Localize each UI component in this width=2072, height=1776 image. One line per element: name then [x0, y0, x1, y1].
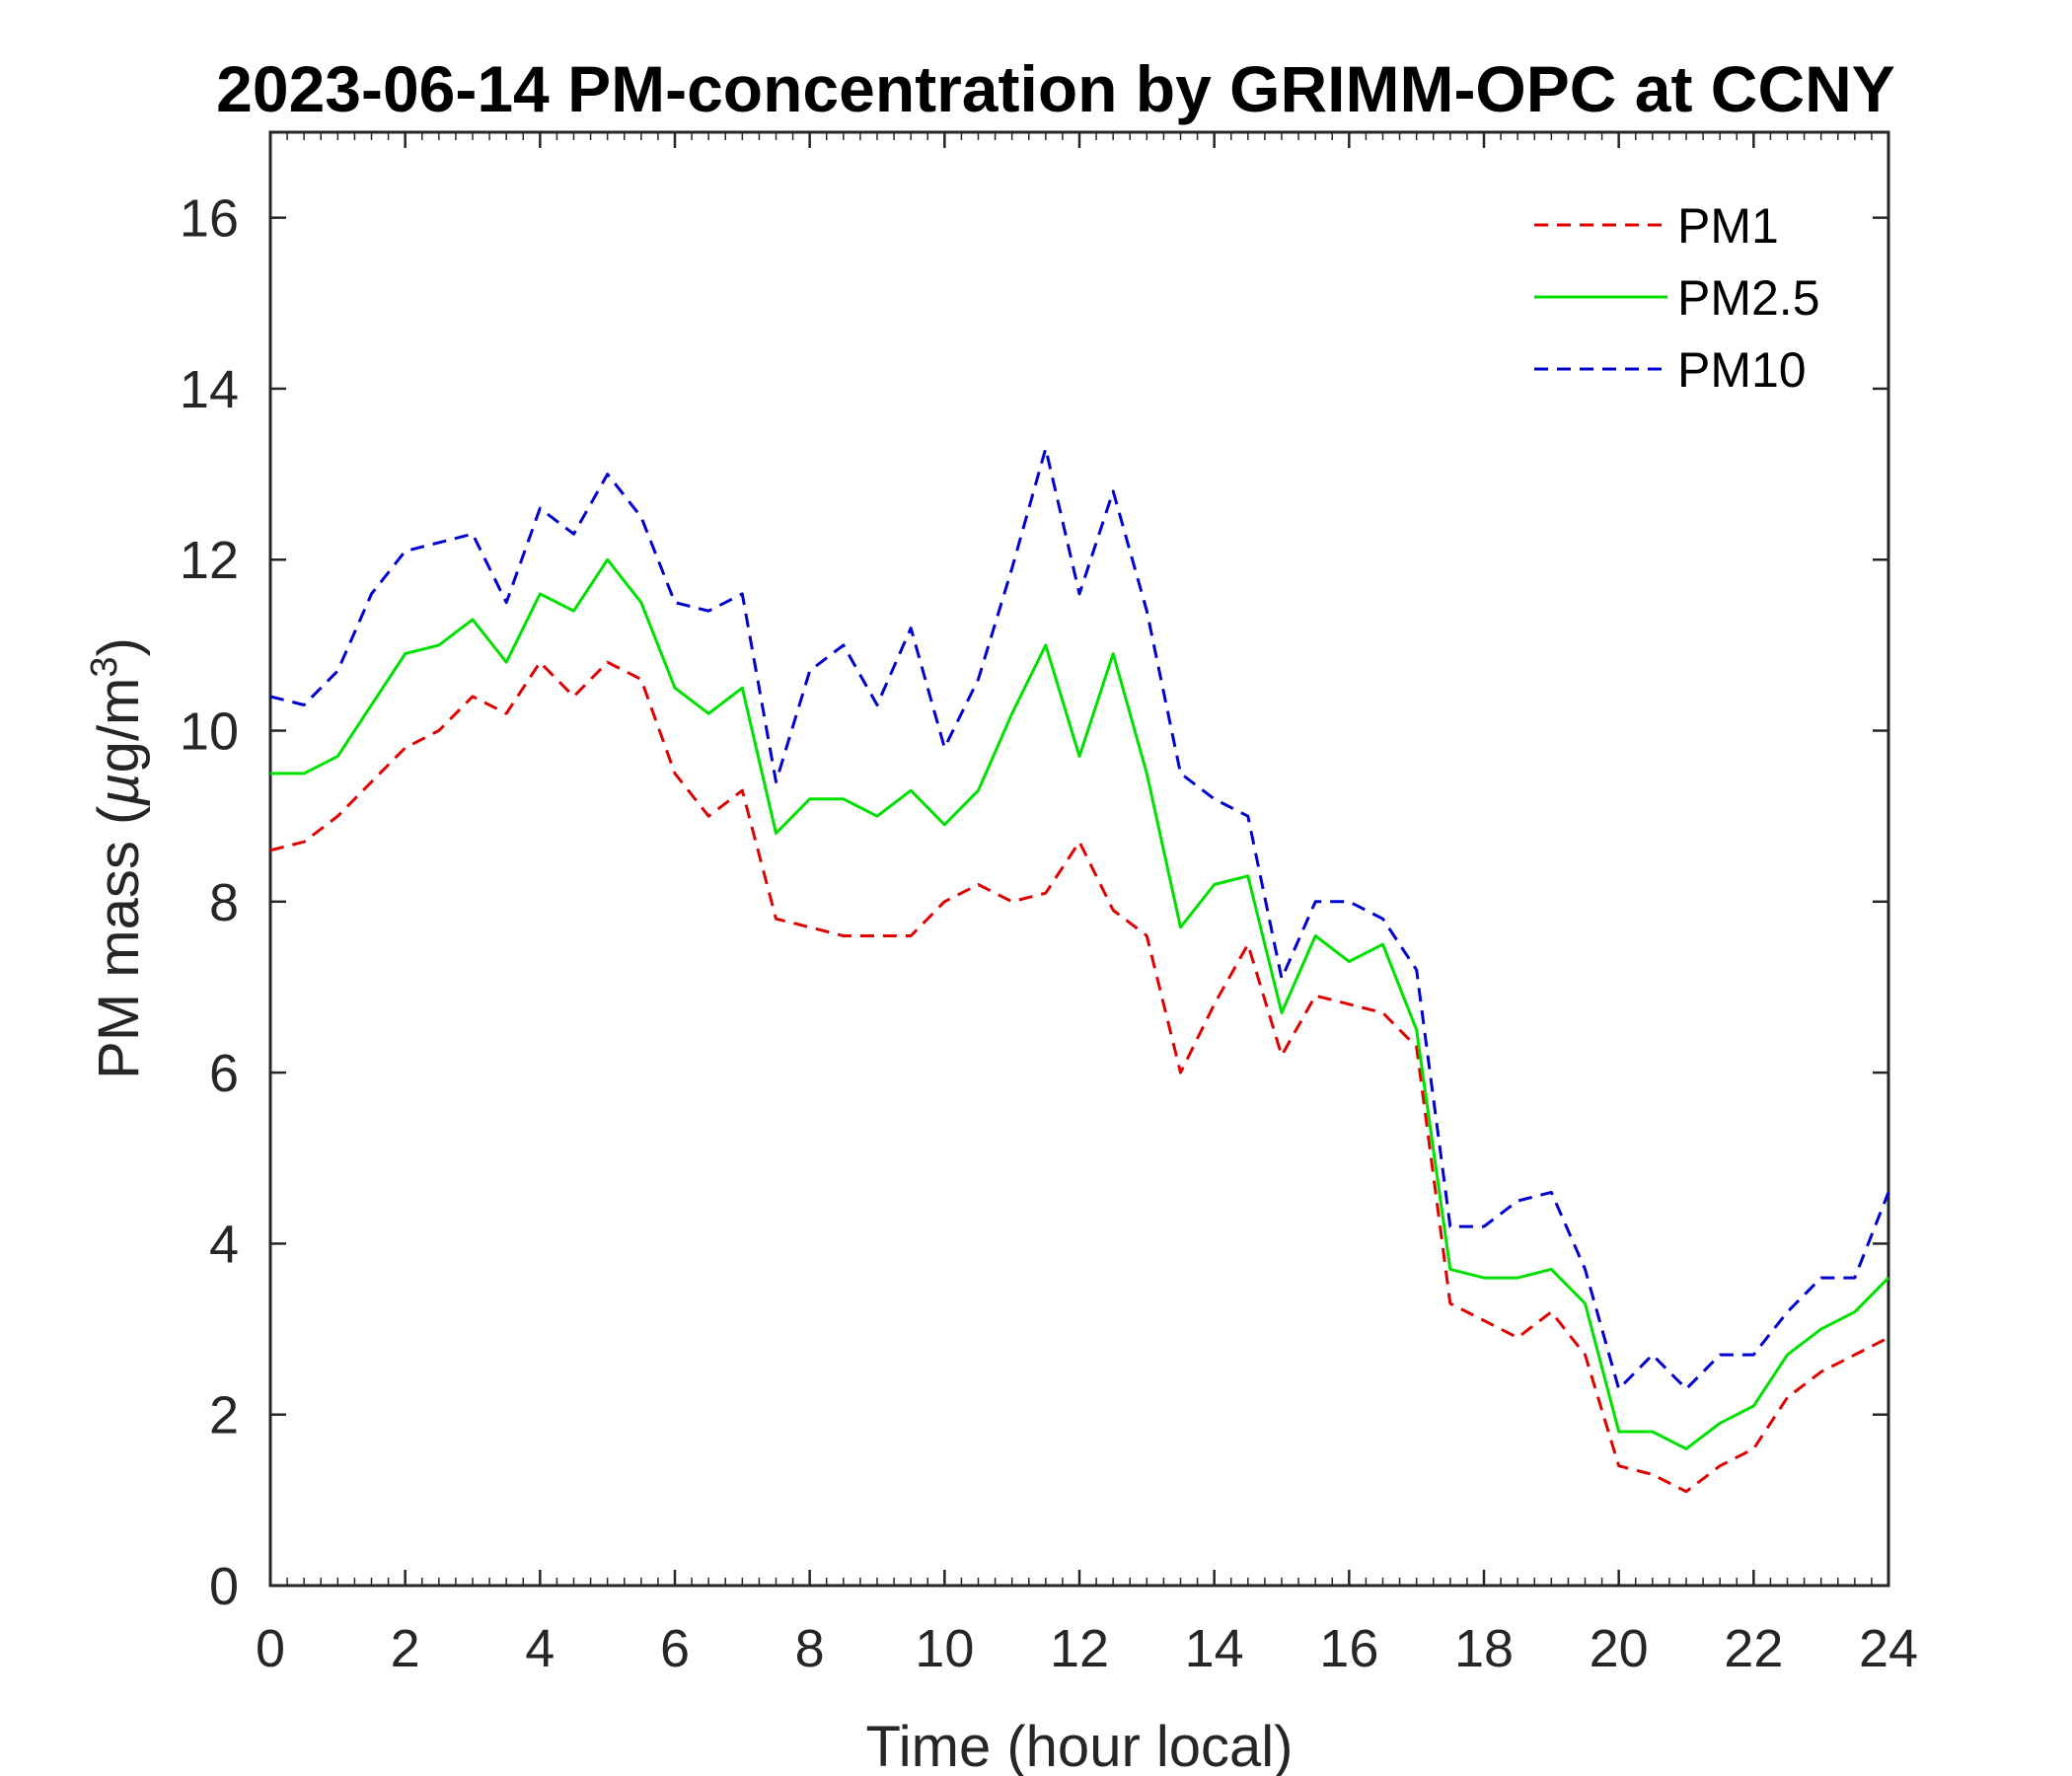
- x-tick-label: 14: [1185, 1619, 1244, 1678]
- y-tick-label: 14: [180, 360, 239, 419]
- x-tick-label: 24: [1859, 1619, 1918, 1678]
- x-tick-label: 2: [391, 1619, 420, 1678]
- x-tick-label: 0: [256, 1619, 285, 1678]
- y-axis-label: PM mass (µg/m3): [84, 637, 151, 1079]
- y-tick-label: 0: [209, 1557, 239, 1616]
- x-tick-label: 6: [660, 1619, 690, 1678]
- legend: PM1 PM2.5 PM10: [1534, 198, 1820, 398]
- x-tick-label: 18: [1454, 1619, 1514, 1678]
- y-axis-label-mu: µ: [87, 773, 151, 806]
- plot-area: [268, 130, 1890, 1588]
- legend-label: PM10: [1677, 342, 1807, 398]
- y-tick-label: 4: [209, 1215, 239, 1274]
- x-tick-label: 20: [1590, 1619, 1649, 1678]
- x-tick-label: 4: [525, 1619, 555, 1678]
- y-tick-labels: 0 2 4 6 8 10 12 14 16: [180, 189, 239, 1616]
- y-axis-label-sup: 3: [84, 656, 125, 677]
- x-tick-label: 10: [915, 1619, 974, 1678]
- series-line-pm1: [269, 660, 1889, 1494]
- y-axis-label-unit: g/m: [87, 678, 151, 774]
- chart-title: 2023-06-14 PM-concentration by GRIMM-OPC…: [216, 52, 1895, 125]
- x-axis-label: Time (hour local): [866, 1715, 1294, 1776]
- y-tick-label: 16: [180, 189, 239, 249]
- y-tick-label: 12: [180, 531, 239, 590]
- series-line-pm2-5: [270, 557, 1890, 1450]
- legend-label: PM1: [1677, 198, 1779, 254]
- x-tick-labels: 0 2 4 6 8 10 12 14 16 18 20 22 24: [256, 1619, 1918, 1678]
- y-tick-label: 2: [209, 1386, 239, 1445]
- y-tick-label: 8: [209, 873, 239, 932]
- x-tick-label: 16: [1319, 1619, 1378, 1678]
- x-tick-label: 12: [1050, 1619, 1109, 1678]
- y-axis-label-main: PM mass (: [87, 806, 151, 1079]
- y-tick-label: 6: [209, 1044, 239, 1103]
- y-axis-label-close: ): [87, 637, 151, 656]
- axis-ticks: [268, 132, 1890, 1588]
- legend-label: PM2.5: [1677, 270, 1820, 326]
- x-tick-label: 22: [1724, 1619, 1783, 1678]
- x-tick-label: 8: [795, 1619, 825, 1678]
- y-tick-label: 10: [180, 703, 239, 762]
- series-lines: [269, 447, 1890, 1494]
- series-line-pm10: [269, 447, 1890, 1391]
